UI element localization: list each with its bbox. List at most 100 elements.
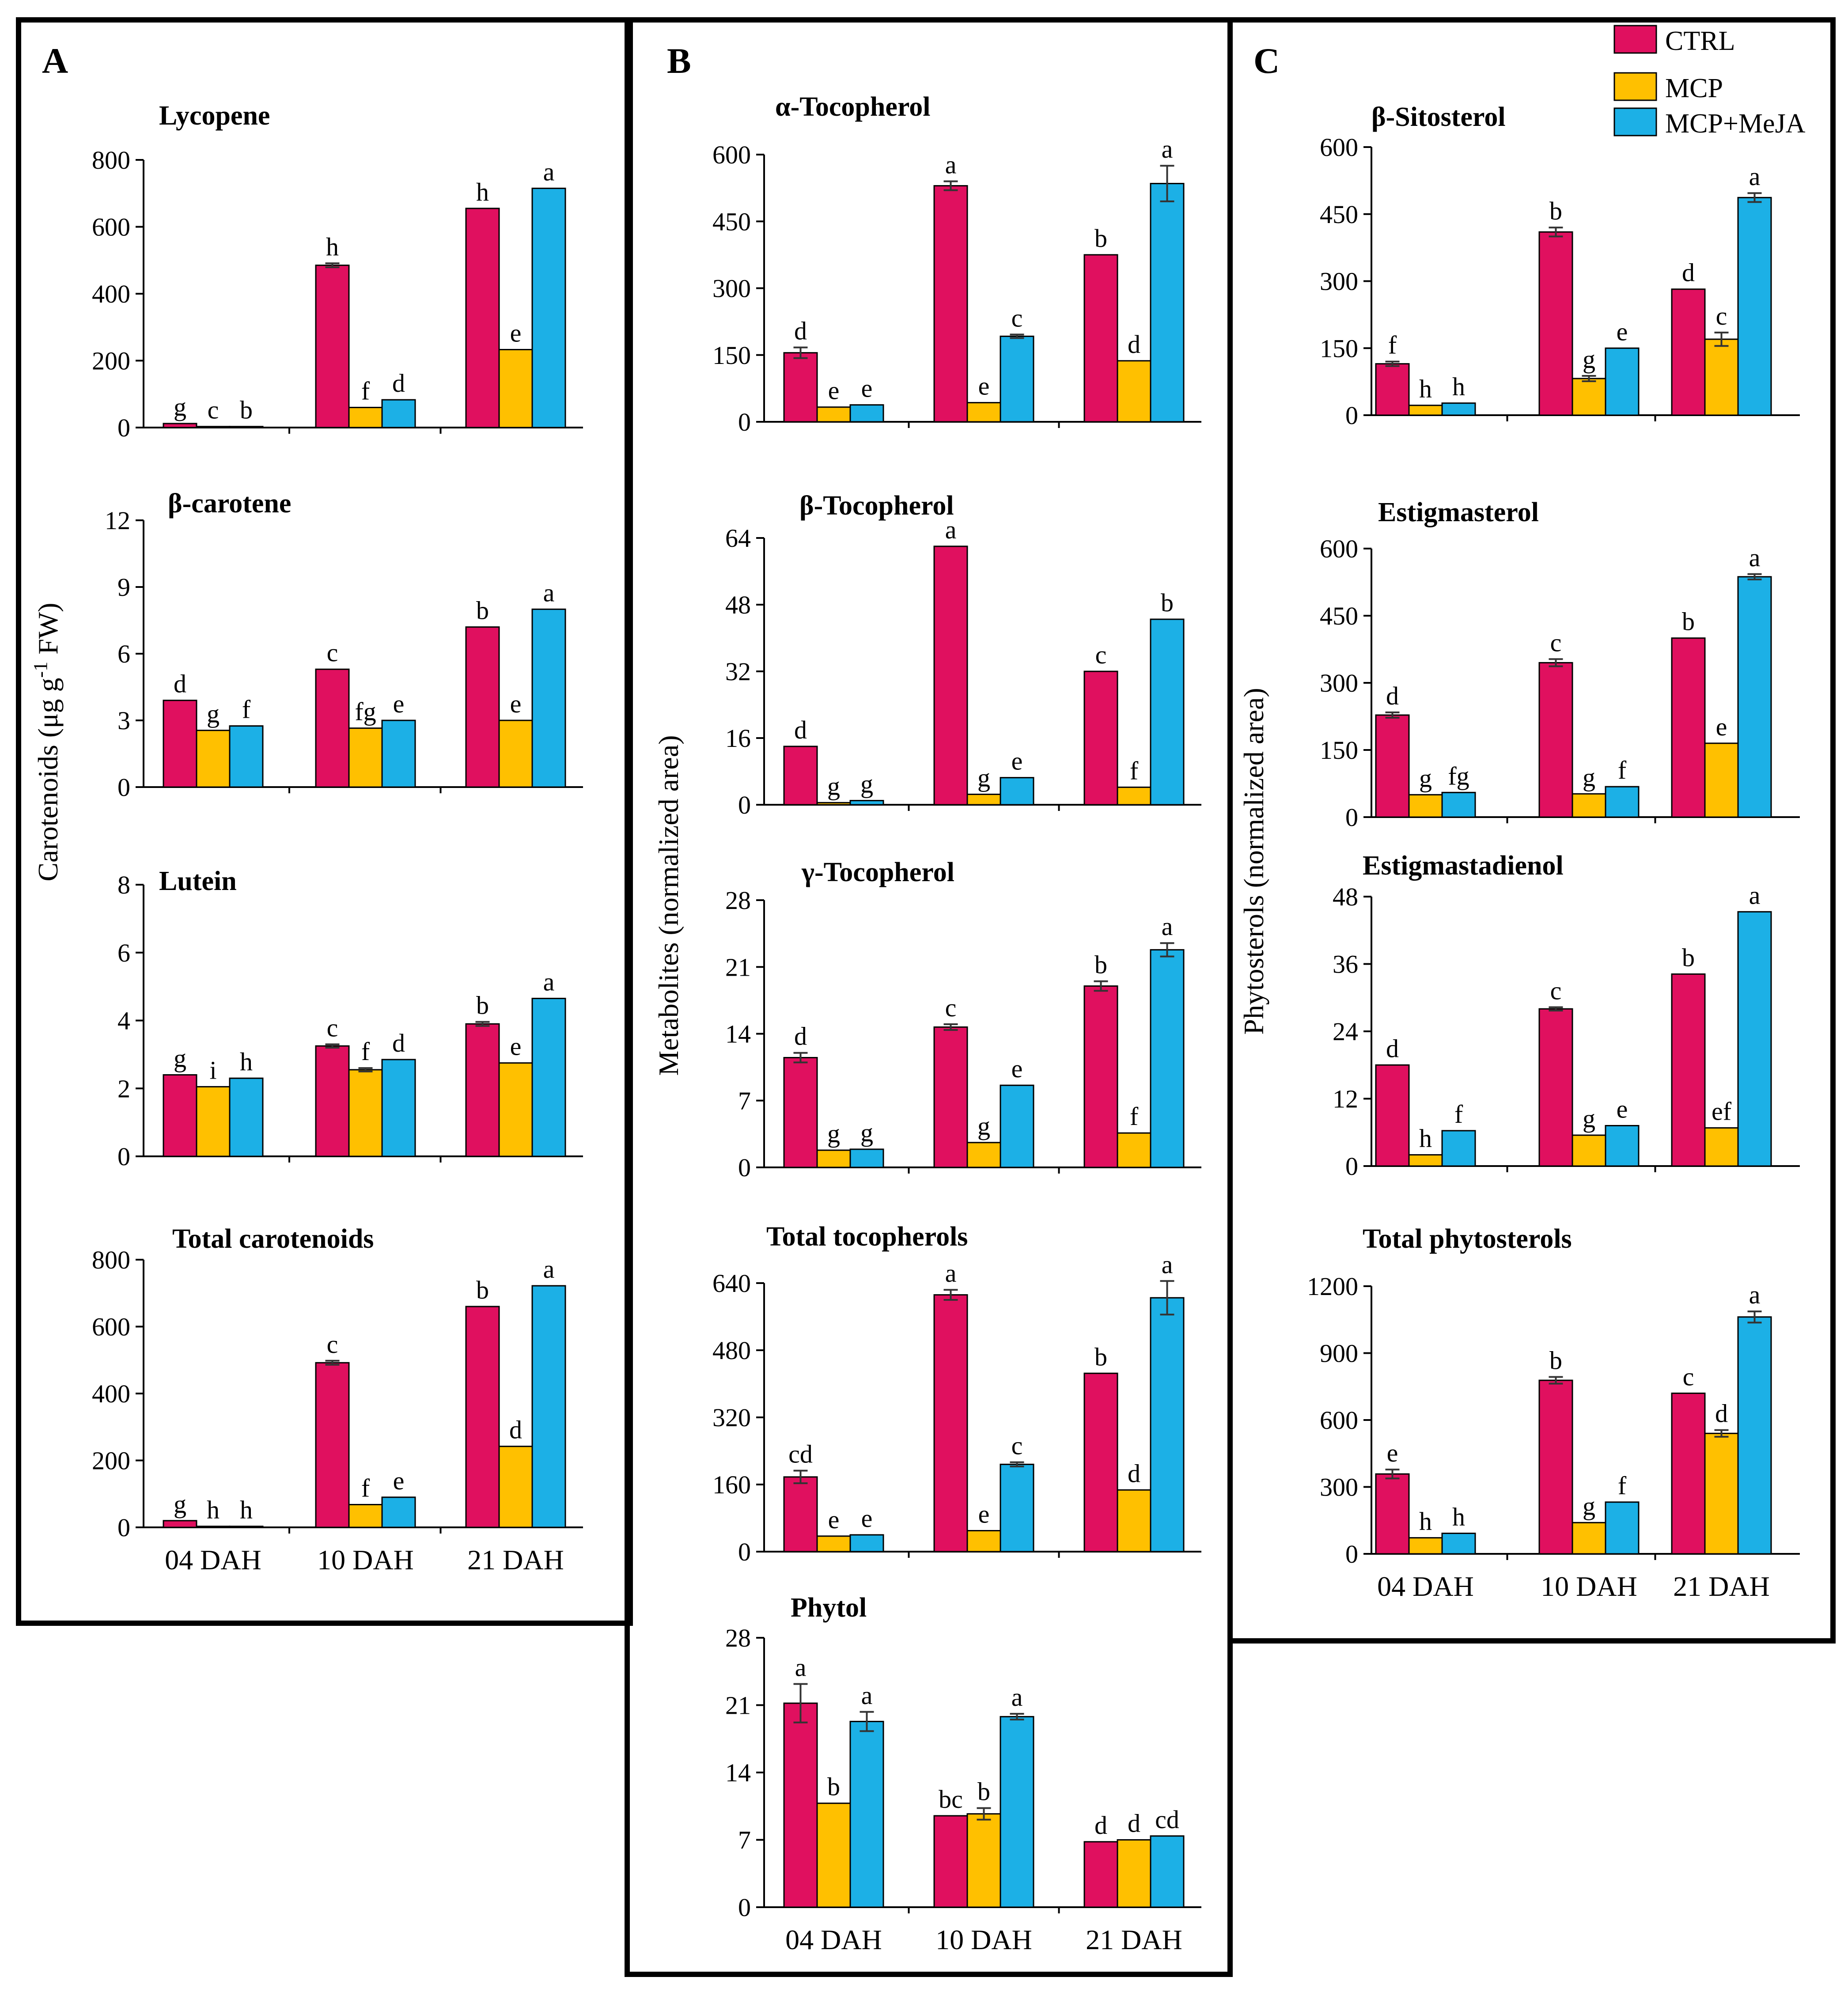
- bar-mcp: [816, 1149, 851, 1168]
- bar-mcp-meja: [1441, 402, 1476, 416]
- bar-mcp: [196, 1526, 231, 1528]
- significance-label: f: [1388, 331, 1397, 360]
- y-tick-label: 150: [1320, 736, 1358, 765]
- y-tick-label: 320: [712, 1403, 751, 1432]
- bar-mcp: [966, 1530, 1001, 1553]
- y-tick-label: 300: [1320, 1473, 1358, 1502]
- significance-label: c: [208, 396, 219, 424]
- significance-label: d: [174, 670, 186, 698]
- chart-3: Total carotenoids 0 200 400 600 800 g c b h f d h e a 0…: [92, 1224, 583, 1575]
- significance-label: g: [1583, 1492, 1595, 1520]
- bar-mcp-meja: [1737, 576, 1772, 818]
- significance-label: fg: [1448, 761, 1469, 790]
- significance-label: h: [240, 1496, 253, 1524]
- significance-label: f: [1618, 1471, 1627, 1500]
- bar-mcp-meja: [849, 404, 884, 423]
- significance-label: a: [795, 1653, 807, 1682]
- significance-label: b: [1094, 951, 1107, 979]
- bar-mcp: [1704, 742, 1739, 818]
- y-tick-label: 6: [117, 939, 130, 967]
- y-tick-label: 800: [92, 1246, 130, 1274]
- bar-mcp: [1704, 338, 1739, 416]
- chart-title: Total carotenoids: [172, 1224, 374, 1254]
- significance-label: e: [978, 372, 990, 401]
- bar-mcp-meja: [1150, 183, 1185, 423]
- significance-label: c: [1550, 628, 1562, 657]
- significance-label: f: [1618, 756, 1627, 784]
- bar-mcp-meja: [1737, 1316, 1772, 1555]
- significance-label: a: [1162, 135, 1173, 163]
- bar-ctrl: [315, 265, 350, 428]
- bar-mcp: [1117, 1839, 1151, 1908]
- y-tick-label: 0: [1345, 1152, 1358, 1181]
- bar-mcp: [1408, 1154, 1443, 1167]
- y-tick-label: 28: [725, 886, 751, 915]
- significance-label: a: [945, 151, 957, 179]
- significance-label: d: [794, 1022, 807, 1051]
- significance-label: a: [945, 515, 957, 544]
- significance-label: f: [1130, 1102, 1139, 1131]
- y-axis-title-metabolites: Metabolites (normalized area): [653, 735, 684, 1076]
- significance-label: e: [978, 1500, 990, 1529]
- bar-mcp: [816, 802, 851, 806]
- bar-ctrl: [1375, 714, 1410, 818]
- significance-label: h: [1452, 1503, 1465, 1531]
- significance-label: cd: [788, 1440, 813, 1469]
- bar-mcp-meja: [849, 800, 884, 806]
- significance-label: a: [1749, 543, 1761, 572]
- legend-label-mcp-meja: MCP+MeJA: [1665, 109, 1806, 139]
- bar-ctrl: [1375, 363, 1410, 416]
- y-tick-label: 400: [92, 280, 130, 308]
- significance-label: d: [1128, 1459, 1140, 1488]
- significance-label: b: [476, 596, 489, 625]
- bar-mcp: [816, 1803, 851, 1908]
- chart-title: Phytol: [791, 1593, 867, 1623]
- bar-ctrl: [783, 1476, 818, 1553]
- significance-label: e: [1387, 1439, 1398, 1467]
- bar-ctrl: [1375, 1473, 1410, 1555]
- legend-swatch-mcp-meja: [1613, 107, 1657, 136]
- y-tick-label: 0: [1345, 803, 1358, 832]
- significance-label: a: [1011, 1683, 1023, 1712]
- bar-mcp-meja: [1150, 1297, 1185, 1553]
- significance-label: g: [977, 1112, 990, 1140]
- bar-ctrl: [1538, 231, 1573, 416]
- y-tick-label: 150: [712, 341, 751, 370]
- y-tick-label: 48: [725, 591, 751, 619]
- bar-mcp: [498, 349, 533, 428]
- bar-ctrl: [163, 423, 197, 428]
- y-axis-title-carotenoids-main: Carotenoids (μg g: [32, 678, 64, 882]
- bar-ctrl: [1375, 1064, 1410, 1167]
- significance-label: g: [977, 763, 990, 792]
- bar-mcp: [1408, 794, 1443, 818]
- bar-mcp: [196, 1086, 231, 1157]
- bar-ctrl: [783, 1057, 818, 1168]
- y-tick-label: 300: [1320, 267, 1358, 296]
- significance-label: c: [1683, 1362, 1694, 1391]
- y-tick-label: 450: [712, 207, 751, 236]
- x-category-label: 04 DAH: [1377, 1571, 1474, 1602]
- bar-ctrl: [1538, 1008, 1573, 1167]
- bar-mcp-meja: [849, 1534, 884, 1553]
- charts: Lycopene0200400600800ghhcfebdaβ-carotene…: [92, 92, 1800, 1955]
- panel-letter-a: A: [42, 41, 68, 81]
- bar-mcp: [1117, 786, 1151, 806]
- significance-label: h: [240, 1047, 253, 1076]
- chart-9: β-Sitosterol 0 150 300 450 600 f b d h g c h e a: [1320, 102, 1800, 430]
- y-tick-label: 0: [117, 1513, 130, 1542]
- significance-label: e: [393, 1466, 405, 1495]
- bar-ctrl: [315, 668, 350, 788]
- chart-0: Lycopene 0 200 400 600 800 g h h c f e b d a: [92, 101, 583, 442]
- y-tick-label: 24: [1333, 1017, 1358, 1046]
- y-tick-label: 200: [92, 347, 130, 375]
- bar-mcp-meja: [1737, 197, 1772, 416]
- significance-label: c: [1011, 303, 1023, 332]
- significance-label: f: [361, 1473, 370, 1502]
- bar-mcp: [966, 793, 1001, 806]
- bar-ctrl: [163, 1520, 197, 1528]
- y-tick-label: 32: [725, 657, 751, 686]
- significance-label: a: [1749, 1280, 1761, 1309]
- significance-label: g: [174, 393, 186, 421]
